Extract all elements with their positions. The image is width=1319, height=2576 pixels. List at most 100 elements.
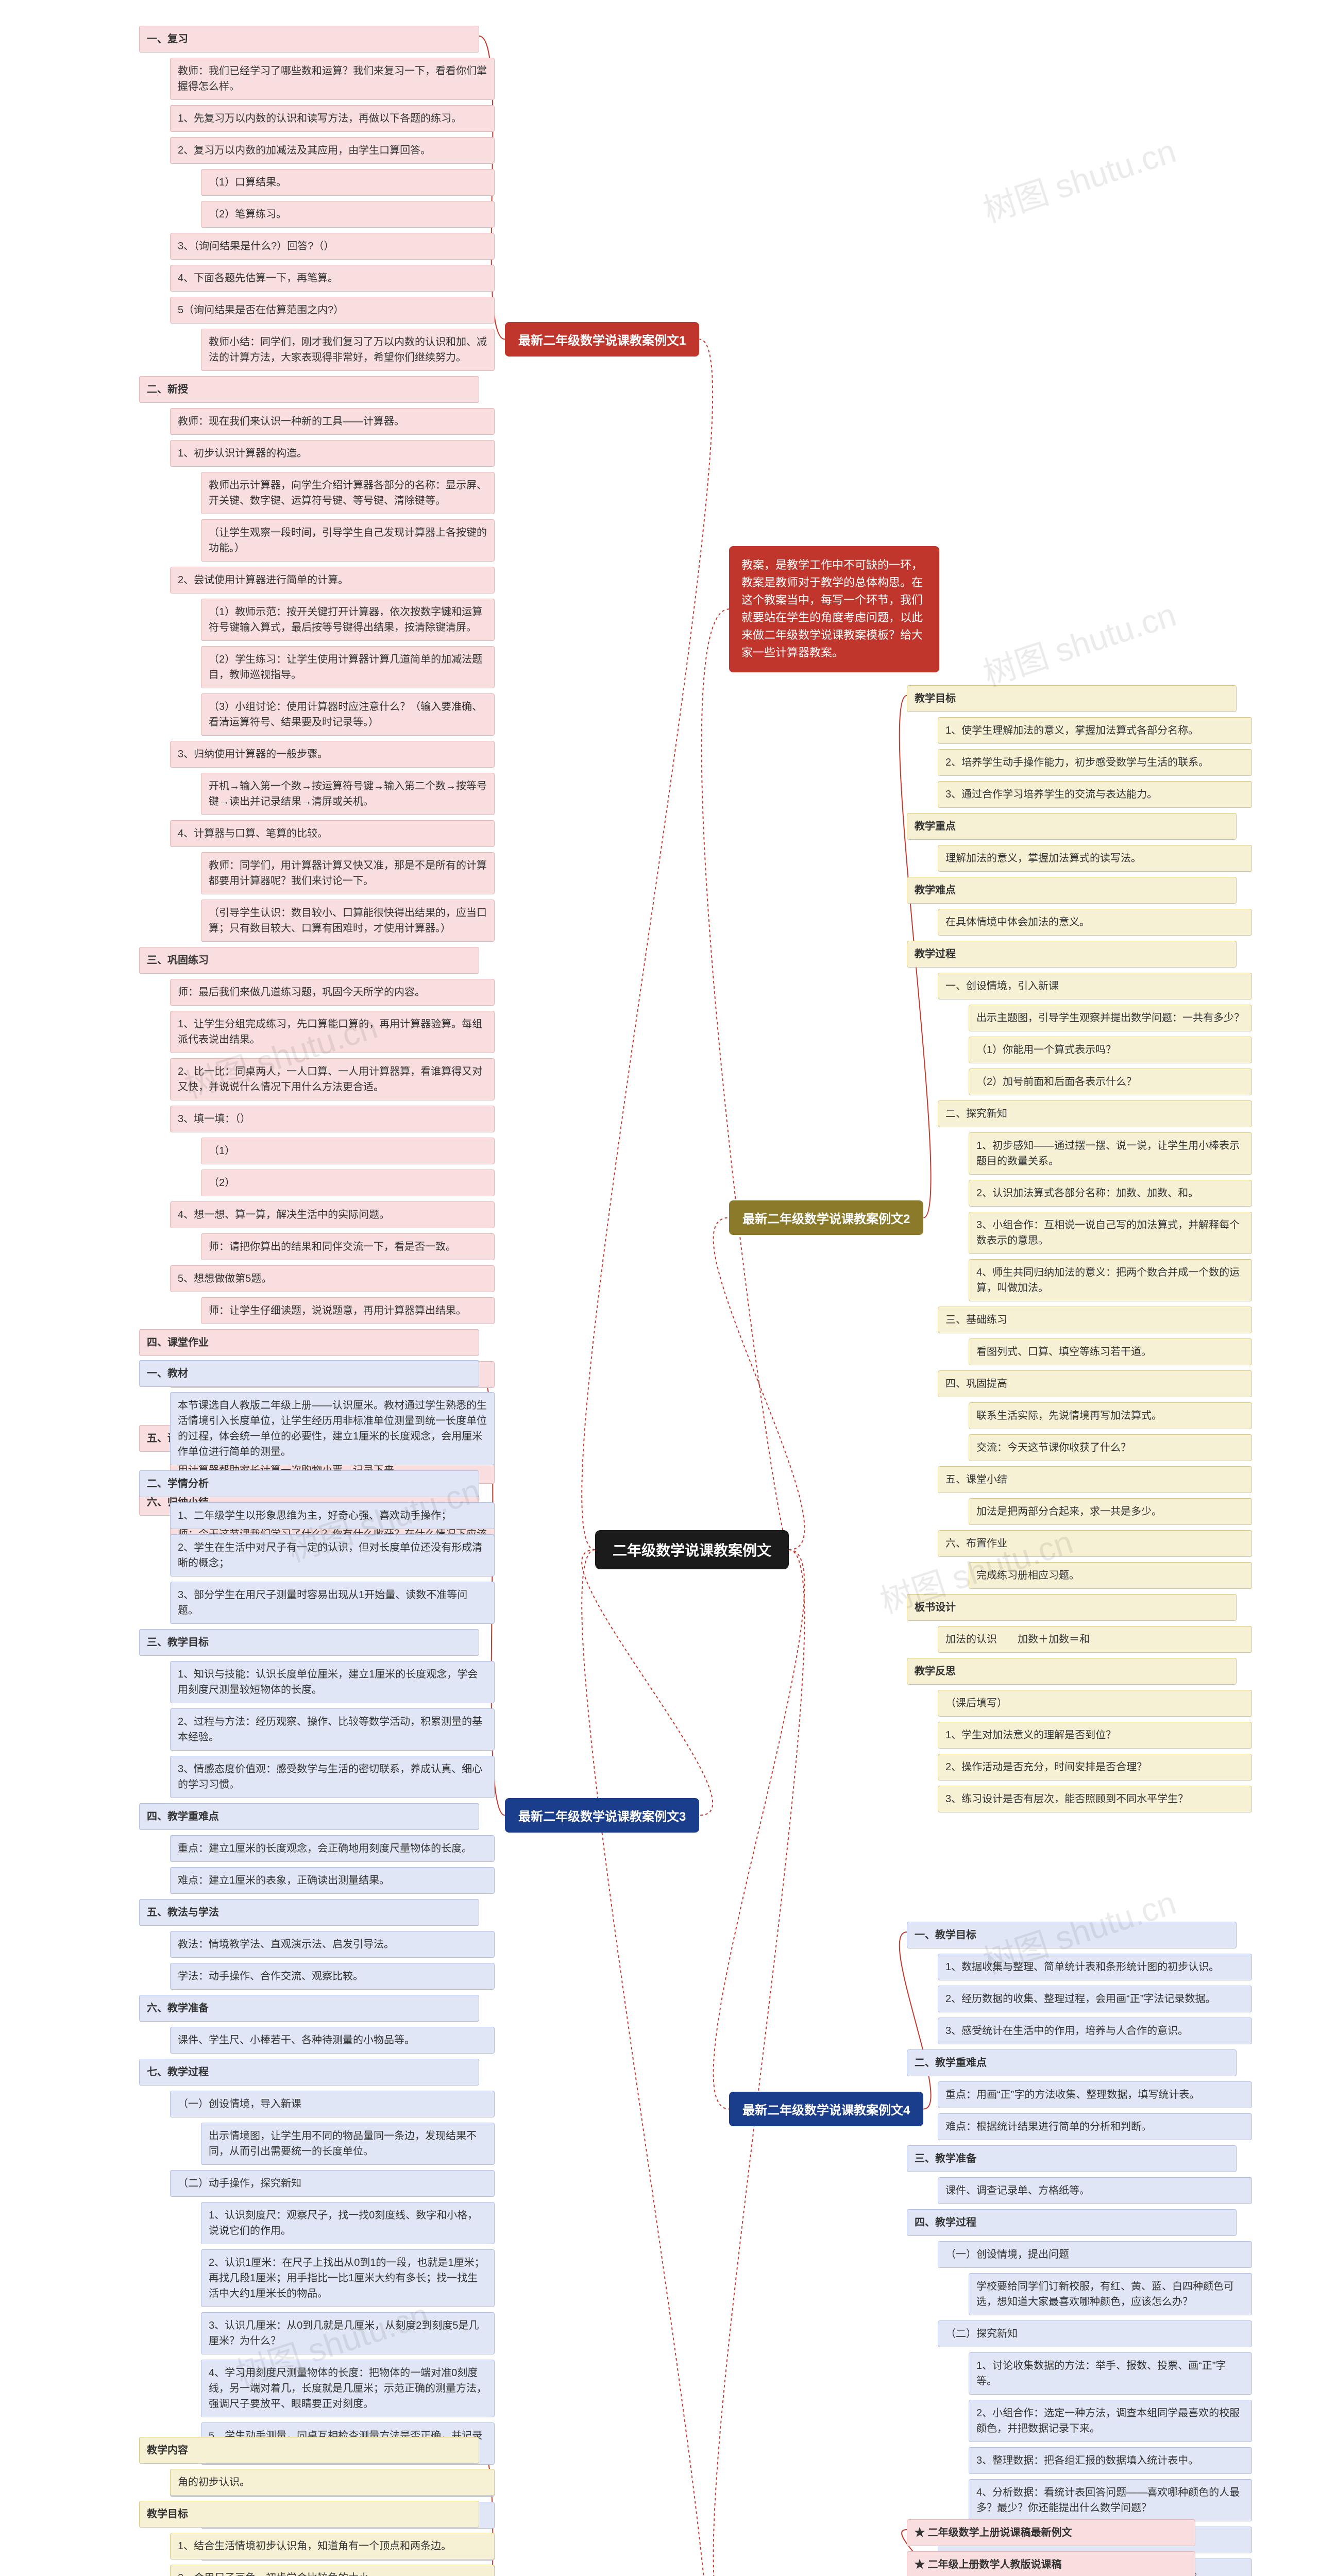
node[interactable]: 五、课堂小结: [938, 1466, 1252, 1493]
node[interactable]: 师：让学生仔细读题，说说题意，再用计算器算出结果。: [201, 1297, 495, 1324]
node[interactable]: 教学过程: [907, 941, 1237, 968]
node[interactable]: 1、初步感知——通过摆一摆、说一说，让学生用小棒表示题目的数量关系。: [969, 1132, 1252, 1175]
node[interactable]: （二）探究新知: [938, 2320, 1252, 2347]
node[interactable]: 看图列式、口算、填空等练习若干道。: [969, 1338, 1252, 1365]
node[interactable]: 四、课堂作业: [139, 1329, 479, 1356]
node[interactable]: 1、认识刻度尺：观察尺子，找一找0刻度线、数字和小格，说说它们的作用。: [201, 2202, 495, 2244]
node[interactable]: 在具体情境中体会加法的意义。: [938, 909, 1252, 936]
node[interactable]: 教学反思: [907, 1658, 1237, 1685]
node[interactable]: 六、布置作业: [938, 1530, 1252, 1557]
node[interactable]: 师：请把你算出的结果和同伴交流一下，看是否一致。: [201, 1233, 495, 1260]
main-node-m2[interactable]: 最新二年级数学说课教案例文2: [729, 1200, 923, 1235]
node[interactable]: 2、培养学生动手操作能力，初步感受数学与生活的联系。: [938, 749, 1252, 776]
node[interactable]: 2、尝试使用计算器进行简单的计算。: [170, 567, 495, 594]
node[interactable]: 4、下面各题先估算一下，再笔算。: [170, 265, 495, 292]
node[interactable]: 2、操作活动是否充分，时间安排是否合理？: [938, 1754, 1252, 1781]
node[interactable]: 二、教学重难点: [907, 2049, 1237, 2076]
node[interactable]: 2、认识加法算式各部分名称：加数、加数、和。: [969, 1180, 1252, 1207]
node[interactable]: 3、部分学生在用尺子测量时容易出现从1开始量、读数不准等问题。: [170, 1582, 495, 1624]
node[interactable]: 重点：建立1厘米的长度观念，会正确地用刻度尺量物体的长度。: [170, 1835, 495, 1862]
node[interactable]: 2、学生在生活中对尺子有一定的认识，但对长度单位还没有形成清晰的概念；: [170, 1534, 495, 1577]
node[interactable]: 完成练习册相应习题。: [969, 1562, 1252, 1589]
node[interactable]: 教师出示计算器，向学生介绍计算器各部分的名称：显示屏、开关键、数字键、运算符号键…: [201, 472, 495, 514]
node[interactable]: 教学难点: [907, 877, 1237, 904]
node[interactable]: （二）动手操作，探究新知: [170, 2170, 495, 2197]
node[interactable]: 1、使学生理解加法的意义，掌握加法算式各部分名称。: [938, 717, 1252, 744]
node[interactable]: 2、会用尺子画角，初步学会比较角的大小。: [170, 2565, 495, 2576]
node[interactable]: 1、数据收集与整理、简单统计表和条形统计图的初步认识。: [938, 1954, 1252, 1980]
node[interactable]: （引导学生认识：数目较小、口算能很快得出结果的，应当口算；只有数目较大、口算有困…: [201, 900, 495, 942]
node[interactable]: 3、（询问结果是什么?）回答?（）: [170, 233, 495, 260]
node[interactable]: 板书设计: [907, 1594, 1237, 1621]
node[interactable]: 1、结合生活情境初步认识角，知道角有一个顶点和两条边。: [170, 2533, 495, 2560]
node[interactable]: 联系生活实际，先说情境再写加法算式。: [969, 1402, 1252, 1429]
node[interactable]: 教师：我们已经学习了哪些数和运算？我们来复习一下，看看你们掌握得怎么样。: [170, 58, 495, 100]
node[interactable]: 1、先复习万以内数的认识和读写方法，再做以下各题的练习。: [170, 105, 495, 132]
root-node[interactable]: 二年级数学说课教案例文: [595, 1530, 789, 1569]
node[interactable]: （1）你能用一个算式表示吗？: [969, 1037, 1252, 1063]
node[interactable]: 1、讨论收集数据的方法：举手、报数、投票、画“正”字等。: [969, 2352, 1252, 2395]
node[interactable]: 2、小组合作：选定一种方法，调查本组同学最喜欢的校服颜色，并把数据记录下来。: [969, 2400, 1252, 2442]
node[interactable]: （2）加号前面和后面各表示什么？: [969, 1069, 1252, 1095]
node[interactable]: 难点：根据统计结果进行简单的分析和判断。: [938, 2113, 1252, 2140]
node[interactable]: 4、计算器与口算、笔算的比较。: [170, 820, 495, 847]
node[interactable]: 五、教法与学法: [139, 1899, 479, 1926]
node[interactable]: （课后填写）: [938, 1690, 1252, 1717]
node[interactable]: 2、认识1厘米：在尺子上找出从0到1的一段，也就是1厘米；再找几段1厘米；用手指…: [201, 2249, 495, 2307]
node[interactable]: 难点：建立1厘米的表象，正确读出测量结果。: [170, 1867, 495, 1894]
node[interactable]: 教学目标: [139, 2501, 479, 2528]
node[interactable]: ★ 二年级上册数学人教版说课稿: [907, 2551, 1195, 2576]
node[interactable]: 二、探究新知: [938, 1100, 1252, 1127]
main-node-m4[interactable]: 最新二年级数学说课教案例文4: [729, 2092, 923, 2126]
node[interactable]: 4、师生共同归纳加法的意义：把两个数合并成一个数的运算，叫做加法。: [969, 1259, 1252, 1301]
node[interactable]: （3）小组讨论：使用计算器时应注意什么？（输入要准确、看清运算符号、结果要及时记…: [201, 693, 495, 736]
node[interactable]: 3、填一填：（）: [170, 1106, 495, 1132]
node[interactable]: 一、复习: [139, 26, 479, 53]
node[interactable]: 1、让学生分组完成练习，先口算能口算的，再用计算器验算。每组派代表说出结果。: [170, 1011, 495, 1053]
node[interactable]: 三、基础练习: [938, 1307, 1252, 1333]
node[interactable]: 四、巩固提高: [938, 1370, 1252, 1397]
node[interactable]: 3、小组合作：互相说一说自己写的加法算式，并解释每个数表示的意思。: [969, 1212, 1252, 1254]
node[interactable]: （2）: [201, 1170, 495, 1196]
node[interactable]: 教学内容: [139, 2437, 479, 2464]
node[interactable]: 二、新授: [139, 376, 479, 403]
node[interactable]: 课件、学生尺、小棒若干、各种待测量的小物品等。: [170, 2027, 495, 2054]
node[interactable]: 教法：情境教学法、直观演示法、启发引导法。: [170, 1931, 495, 1958]
node[interactable]: （一）创设情境，提出问题: [938, 2241, 1252, 2268]
node[interactable]: （一）创设情境，导入新课: [170, 2091, 495, 2117]
node[interactable]: 3、感受统计在生活中的作用，培养与人合作的意识。: [938, 2018, 1252, 2044]
node[interactable]: 加法的认识 加数＋加数＝和: [938, 1626, 1252, 1653]
node[interactable]: 三、教学目标: [139, 1629, 479, 1656]
node[interactable]: 七、教学过程: [139, 2059, 479, 2086]
node[interactable]: 3、整理数据：把各组汇报的数据填入统计表中。: [969, 2447, 1252, 2474]
node[interactable]: 1、初步认识计算器的构造。: [170, 440, 495, 467]
node[interactable]: 四、教学重难点: [139, 1803, 479, 1830]
node[interactable]: 教学目标: [907, 685, 1237, 712]
node[interactable]: 二、学情分析: [139, 1470, 479, 1497]
node[interactable]: 教师：同学们，用计算器计算又快又准，那是不是所有的计算都要用计算器呢？我们来讨论…: [201, 852, 495, 894]
node[interactable]: 3、练习设计是否有层次，能否照顾到不同水平学生？: [938, 1786, 1252, 1812]
node[interactable]: 开机→输入第一个数→按运算符号键→输入第二个数→按等号键→读出并记录结果→清屏或…: [201, 773, 495, 815]
main-node-m1[interactable]: 最新二年级数学说课教案例文1: [505, 322, 699, 357]
node[interactable]: 学法：动手操作、合作交流、观察比较。: [170, 1963, 495, 1990]
node[interactable]: 理解加法的意义，掌握加法算式的读写法。: [938, 845, 1252, 872]
node[interactable]: 4、想一想、算一算，解决生活中的实际问题。: [170, 1201, 495, 1228]
node[interactable]: （2）学生练习：让学生使用计算器计算几道简单的加减法题目，教师巡视指导。: [201, 646, 495, 688]
node[interactable]: （让学生观察一段时间，引导学生自己发现计算器上各按键的功能。）: [201, 519, 495, 562]
node[interactable]: 1、知识与技能：认识长度单位厘米，建立1厘米的长度观念，学会用刻度尺测量较短物体…: [170, 1661, 495, 1703]
node[interactable]: 3、通过合作学习培养学生的交流与表达能力。: [938, 781, 1252, 808]
node[interactable]: 四、教学过程: [907, 2209, 1237, 2236]
node[interactable]: 2、经历数据的收集、整理过程，会用画“正”字法记录数据。: [938, 1986, 1252, 2012]
main-node-m3[interactable]: 最新二年级数学说课教案例文3: [505, 1798, 699, 1833]
node[interactable]: 交流：今天这节课你收获了什么？: [969, 1434, 1252, 1461]
node[interactable]: 3、情感态度价值观：感受数学与生活的密切联系，养成认真、细心的学习习惯。: [170, 1756, 495, 1798]
node[interactable]: 教师小结：同学们，刚才我们复习了万以内数的认识和加、减法的计算方法，大家表现得非…: [201, 329, 495, 371]
node[interactable]: （1）口算结果。: [201, 169, 495, 196]
node[interactable]: 出示情境图，让学生用不同的物品量同一条边，发现结果不同，从而引出需要统一的长度单…: [201, 2123, 495, 2165]
node[interactable]: 2、比一比：同桌两人，一人口算、一人用计算器算，看谁算得又对又快，并说说什么情况…: [170, 1058, 495, 1100]
node[interactable]: ★ 二年级数学上册说课稿最新例文: [907, 2519, 1195, 2546]
node[interactable]: 加法是把两部分合起来，求一共是多少。: [969, 1498, 1252, 1525]
node[interactable]: （1）教师示范：按开关键打开计算器，依次按数字键和运算符号键输入算式，最后按等号…: [201, 599, 495, 641]
node[interactable]: 学校要给同学们订新校服，有红、黄、蓝、白四种颜色可选，想知道大家最喜欢哪种颜色，…: [969, 2273, 1252, 2315]
node[interactable]: 3、认识几厘米：从0到几就是几厘米，从刻度2到刻度5是几厘米？为什么？: [201, 2312, 495, 2354]
